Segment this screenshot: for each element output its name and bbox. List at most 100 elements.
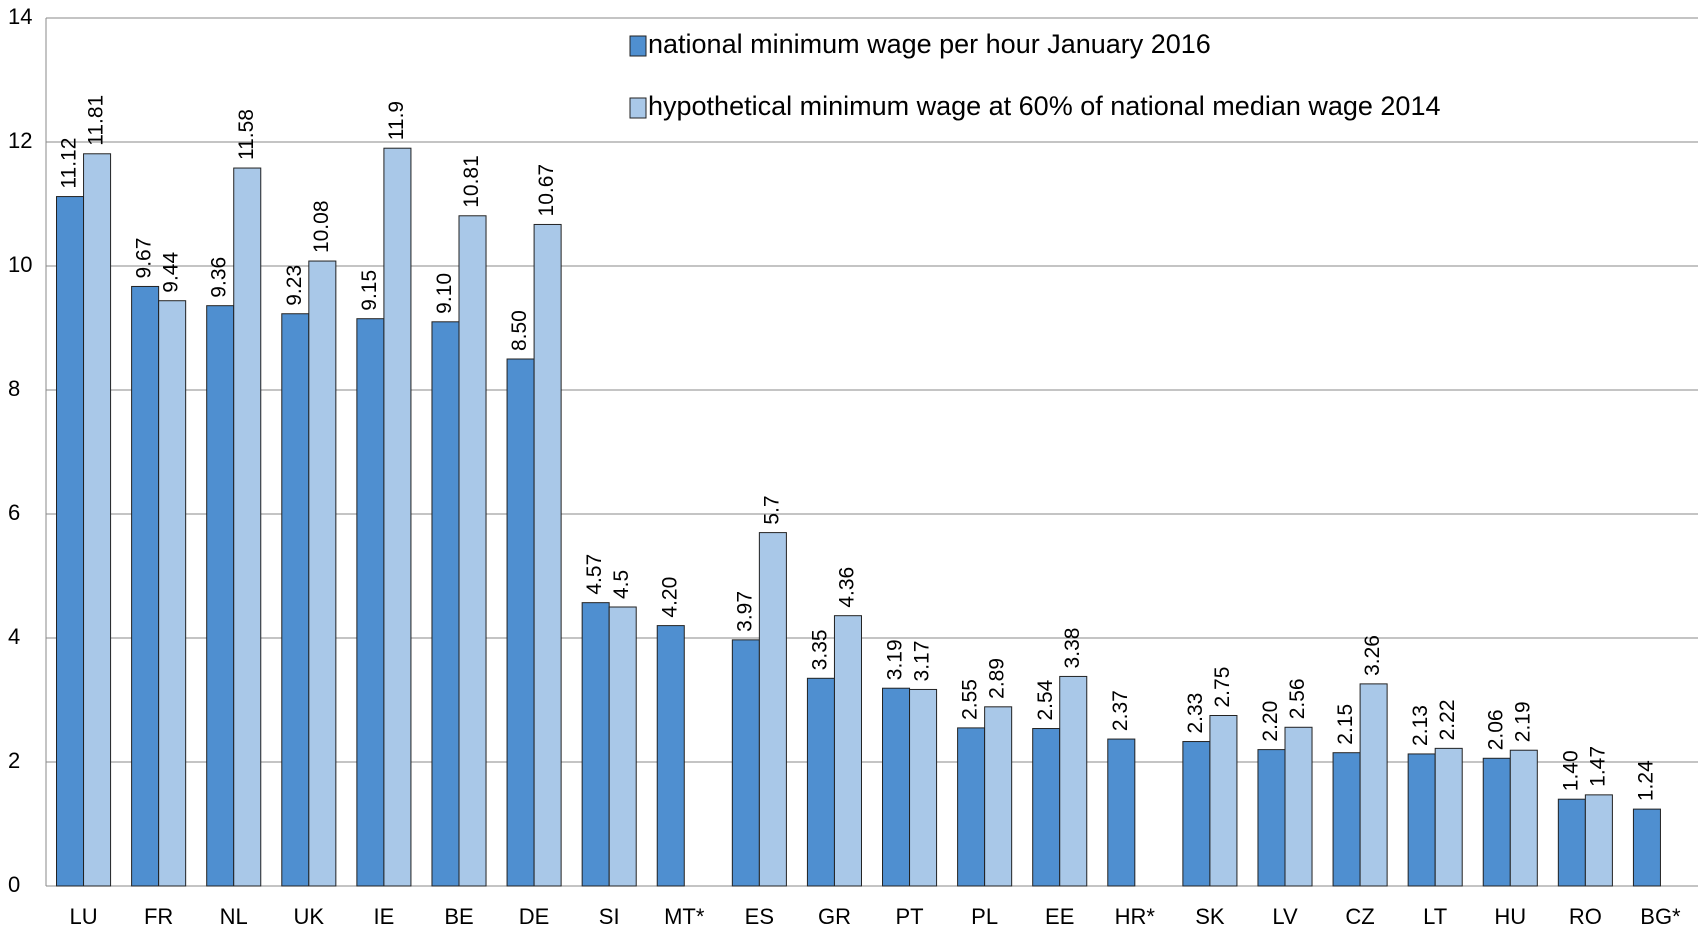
value-label: 3.26 [1361,635,1384,676]
x-tick-label: IE [374,904,395,929]
bar [1557,798,1586,887]
bar [758,532,787,887]
bar [1332,752,1361,887]
value-label: 5.7 [760,495,783,524]
x-tick-label: MT* [664,904,705,929]
value-label: 10.67 [535,164,558,217]
value-label: 11.58 [235,109,258,160]
value-label: 2.37 [1109,690,1132,731]
legend-marker [629,35,647,57]
bar [458,215,487,887]
bar [1257,749,1286,887]
value-label: 3.38 [1061,628,1084,669]
value-label: 2.54 [1034,679,1057,720]
bar [882,687,911,887]
value-label: 9.23 [283,265,306,306]
value-label: 3.97 [733,591,756,632]
bar [281,313,310,887]
bar [984,706,1013,887]
value-label: 2.56 [1286,678,1309,719]
bar [581,602,610,887]
bar [308,260,337,887]
x-tick-label: BE [444,904,473,929]
bar [533,223,562,887]
bar [731,639,760,887]
x-tick-label: EE [1045,904,1074,929]
x-tick-label: PL [971,904,998,929]
value-label: 1.40 [1559,750,1582,791]
bar [1632,808,1661,887]
y-tick-label: 2 [8,748,20,773]
legend-label: national minimum wage per hour January 2… [648,29,1211,59]
bar [1482,757,1511,887]
value-label: 2.75 [1211,667,1234,708]
value-label: 11.9 [385,101,408,140]
value-label: 2.33 [1184,693,1207,734]
x-tick-label: UK [294,904,325,929]
bar [806,677,835,887]
x-tick-label: HU [1494,904,1526,929]
value-label: 9.44 [160,252,183,293]
y-tick-label: 14 [8,4,32,29]
bar [233,167,262,887]
y-tick-label: 8 [8,376,20,401]
bar [608,606,637,887]
bar [1434,747,1463,887]
bar [1059,675,1088,887]
bar [131,285,160,887]
x-tick-label: HR* [1115,904,1156,929]
bar [431,321,460,887]
y-tick-label: 12 [8,128,32,153]
value-label: 4.5 [610,570,633,599]
value-label: 9.67 [133,238,156,279]
value-label: 2.89 [986,658,1009,699]
bar [1182,741,1211,887]
value-label: 11.81 [85,95,108,146]
value-label: 1.47 [1586,746,1609,787]
bar [1584,794,1613,887]
bar [356,318,385,887]
value-label: 4.20 [658,577,681,618]
value-label: 9.10 [433,273,456,314]
x-tick-label: LV [1272,904,1298,929]
value-label: 9.15 [358,270,381,311]
value-label: 11.12 [58,138,81,189]
value-label: 9.36 [208,257,231,298]
x-tick-label: SI [599,904,620,929]
value-label: 4.57 [583,554,606,595]
x-tick-label: NL [220,904,248,929]
value-label: 2.15 [1334,704,1357,745]
value-label: 2.13 [1409,705,1432,746]
value-label: 2.20 [1259,701,1282,742]
value-label: 3.17 [911,641,934,682]
x-tick-label: PT [895,904,923,929]
value-label: 2.55 [959,679,982,720]
bar [1107,738,1136,887]
bar [1359,683,1388,887]
y-tick-label: 0 [8,872,20,897]
legend-label: hypothetical minimum wage at 60% of nati… [648,91,1440,121]
x-tick-label: LT [1423,904,1447,929]
value-label: 8.50 [508,310,531,351]
value-label: 2.19 [1511,701,1534,742]
value-label: 2.22 [1436,699,1459,740]
bar [1284,726,1313,887]
bar [1407,753,1436,887]
value-label: 3.35 [808,629,831,670]
bar [206,305,235,887]
x-tick-label: SK [1195,904,1225,929]
bar [506,358,535,887]
bar [656,625,685,887]
x-tick-label: LU [69,904,97,929]
bar [1509,749,1538,887]
x-tick-label: GR [818,904,851,929]
value-label: 10.08 [310,200,333,253]
bar [383,147,412,887]
bar [957,727,986,887]
y-tick-label: 10 [8,252,32,277]
x-tick-label: FR [144,904,173,929]
bar [909,688,938,887]
bar [56,196,85,887]
y-tick-label: 4 [8,624,20,649]
x-tick-label: CZ [1345,904,1374,929]
